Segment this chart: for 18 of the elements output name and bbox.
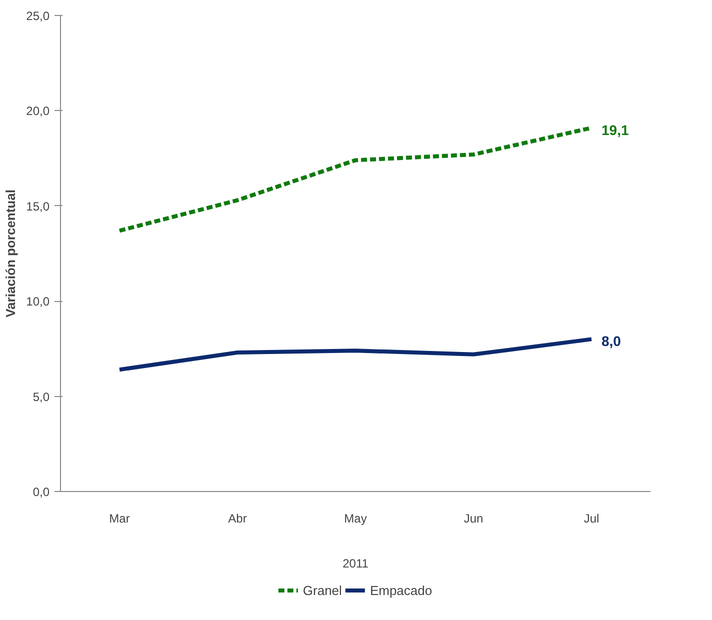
x-tick-label: Jul: [584, 512, 600, 526]
y-tick-label: 20,0: [26, 104, 50, 118]
legend-label: Empacado: [370, 582, 432, 598]
x-tick-label: Jun: [464, 512, 484, 526]
y-tick-label: 0,0: [32, 485, 50, 499]
x-axis-title: 2011: [342, 556, 369, 570]
y-tick-label: 25,0: [26, 9, 50, 23]
y-tick-label: 15,0: [26, 199, 50, 214]
line-series: [118, 337, 594, 372]
x-tick-label: Abr: [228, 512, 247, 526]
y-axis-title: Variación porcentual: [3, 190, 18, 318]
y-tick-label: 10,0: [26, 294, 50, 309]
x-tick-label: Mar: [109, 512, 130, 526]
data-label: 19,1: [602, 122, 629, 138]
y-tick-label: 5,0: [32, 390, 50, 404]
x-tick-label: May: [344, 512, 367, 526]
legend-label: Granel: [302, 582, 342, 598]
data-label: 8,0: [602, 333, 622, 350]
